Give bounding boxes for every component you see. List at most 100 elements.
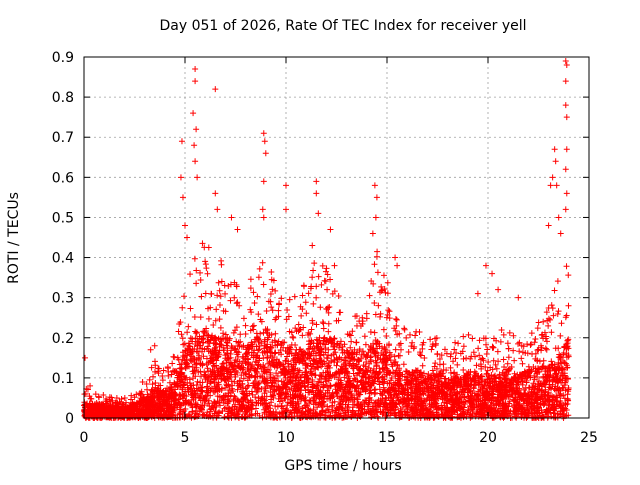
- data-point: [187, 306, 193, 312]
- data-point: [301, 282, 307, 288]
- data-point: [547, 317, 553, 323]
- data-point: [362, 333, 368, 339]
- data-point: [290, 335, 296, 341]
- data-point: [122, 395, 128, 401]
- data-point: [325, 329, 331, 335]
- data-points: [81, 58, 572, 421]
- data-point: [540, 319, 546, 325]
- data-point: [248, 285, 254, 291]
- data-point: [252, 300, 258, 306]
- data-point: [511, 358, 517, 364]
- data-point: [220, 330, 226, 336]
- data-point: [544, 338, 550, 344]
- data-point: [371, 300, 377, 306]
- data-point: [359, 315, 365, 321]
- data-point: [281, 339, 287, 345]
- data-point: [292, 294, 298, 300]
- data-point: [469, 335, 475, 341]
- data-point: [147, 377, 153, 383]
- data-point: [519, 361, 525, 367]
- data-point: [248, 276, 254, 282]
- data-point: [309, 371, 315, 377]
- data-point: [381, 327, 387, 333]
- data-point: [372, 330, 378, 336]
- data-point: [325, 347, 331, 353]
- data-point: [217, 302, 223, 308]
- data-point: [181, 293, 187, 299]
- data-point: [378, 311, 384, 317]
- data-point: [228, 298, 234, 304]
- data-point: [348, 339, 354, 345]
- data-point: [203, 291, 209, 297]
- data-point: [243, 323, 249, 329]
- data-point: [372, 391, 378, 397]
- data-point: [192, 314, 198, 320]
- data-point: [368, 329, 374, 335]
- data-point: [320, 320, 326, 326]
- data-point: [275, 404, 281, 410]
- data-point: [114, 395, 120, 401]
- data-point: [349, 328, 355, 334]
- data-point: [256, 274, 262, 280]
- data-point: [403, 335, 409, 341]
- data-point: [144, 387, 150, 393]
- data-point: [275, 308, 281, 314]
- data-point: [243, 331, 249, 337]
- data-point: [473, 362, 479, 368]
- data-point: [413, 329, 419, 335]
- data-point: [460, 356, 466, 362]
- data-point: [184, 329, 190, 335]
- data-point: [564, 263, 570, 269]
- data-point: [268, 269, 274, 275]
- data-point: [313, 295, 319, 301]
- data-point: [518, 355, 524, 361]
- data-point: [264, 308, 270, 314]
- data-point: [507, 330, 513, 336]
- data-point: [393, 328, 399, 334]
- data-point: [256, 346, 262, 352]
- data-point: [385, 307, 391, 313]
- data-point: [452, 340, 458, 346]
- data-point: [532, 336, 538, 342]
- data-point: [556, 308, 562, 314]
- data-point: [393, 347, 399, 353]
- data-point: [440, 361, 446, 367]
- data-point: [272, 331, 278, 337]
- data-point: [434, 351, 440, 357]
- data-point: [268, 291, 274, 297]
- data-point: [437, 362, 443, 368]
- data-point: [395, 353, 401, 359]
- data-point: [384, 315, 390, 321]
- data-point: [555, 311, 561, 317]
- data-point: [269, 286, 275, 292]
- data-point: [406, 349, 412, 355]
- data-point: [548, 329, 554, 335]
- data-point: [205, 271, 211, 277]
- data-point: [310, 301, 316, 307]
- data-point: [317, 304, 323, 310]
- data-point: [324, 403, 330, 409]
- data-point: [326, 321, 332, 327]
- data-point: [284, 307, 290, 313]
- data-point: [219, 361, 225, 367]
- data-point: [231, 295, 237, 301]
- data-point: [505, 340, 511, 346]
- data-point: [565, 303, 571, 309]
- data-point: [550, 313, 556, 319]
- data-point: [179, 305, 185, 311]
- data-point: [203, 265, 209, 271]
- data-point: [225, 283, 231, 289]
- data-point: [253, 406, 259, 412]
- data-point: [541, 358, 547, 364]
- data-point: [393, 316, 399, 322]
- data-point: [219, 279, 225, 285]
- data-point: [176, 328, 182, 334]
- data-point: [407, 332, 413, 338]
- data-point: [216, 280, 222, 286]
- data-point: [185, 324, 191, 330]
- data-point: [494, 366, 500, 372]
- data-point: [208, 291, 214, 297]
- data-point: [309, 274, 315, 280]
